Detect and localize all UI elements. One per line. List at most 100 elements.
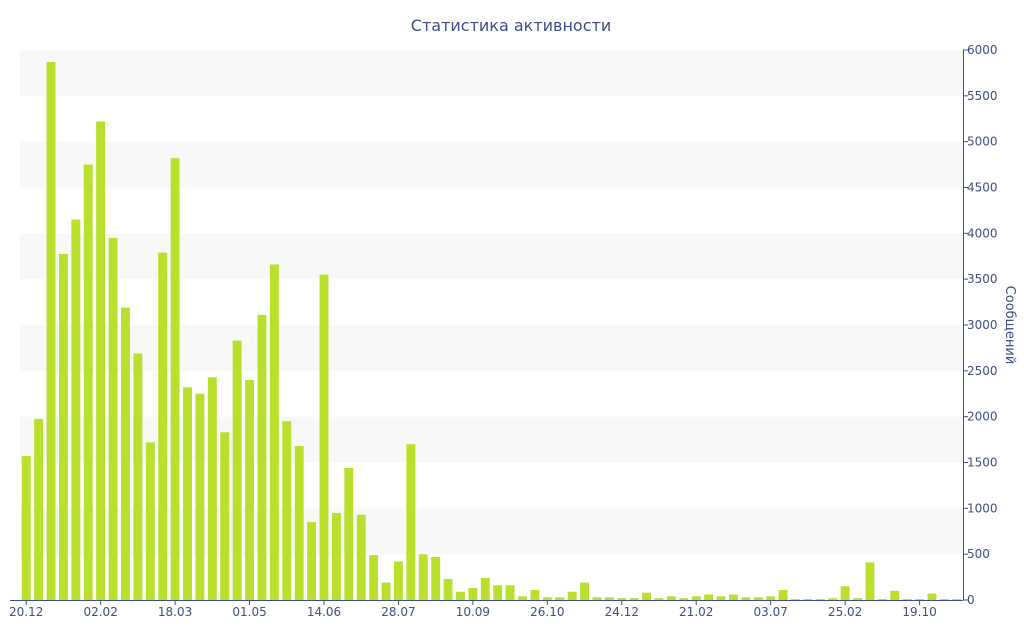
bar[interactable] xyxy=(245,380,255,600)
bar[interactable] xyxy=(158,252,168,600)
bar[interactable] xyxy=(803,599,813,600)
y-tick-label: 5500 xyxy=(967,89,998,103)
x-tick-label: 21.02 xyxy=(679,605,713,619)
bar[interactable] xyxy=(865,562,875,600)
bar[interactable] xyxy=(542,597,552,600)
bar[interactable] xyxy=(307,522,317,600)
y-tick-label: 4500 xyxy=(967,181,998,195)
bar[interactable] xyxy=(393,561,403,601)
x-tick-label: 28.07 xyxy=(381,605,415,619)
bars xyxy=(21,61,962,601)
grid-band xyxy=(20,95,963,142)
x-tick-label: 19.10 xyxy=(902,605,936,619)
bar[interactable] xyxy=(96,121,106,601)
bar[interactable] xyxy=(691,596,701,600)
x-tick-label: 24.12 xyxy=(605,605,639,619)
bar[interactable] xyxy=(815,599,825,600)
y-tick-label: 4000 xyxy=(967,226,998,240)
x-tick-label: 20.12 xyxy=(9,605,43,619)
bar[interactable] xyxy=(480,578,490,600)
bar[interactable] xyxy=(666,596,676,600)
bar[interactable] xyxy=(369,555,379,600)
bar[interactable] xyxy=(580,582,590,600)
bar[interactable] xyxy=(207,377,217,600)
bar[interactable] xyxy=(232,340,242,600)
bar[interactable] xyxy=(952,599,962,600)
bar[interactable] xyxy=(133,353,143,600)
bar[interactable] xyxy=(741,597,751,600)
bar[interactable] xyxy=(555,597,565,600)
bar[interactable] xyxy=(778,589,788,600)
x-tick-label: 26.10 xyxy=(530,605,564,619)
bar[interactable] xyxy=(195,393,205,600)
bar[interactable] xyxy=(431,556,441,600)
bar[interactable] xyxy=(728,594,738,601)
bar[interactable] xyxy=(418,554,428,600)
y-tick-label: 1500 xyxy=(967,456,998,470)
bar[interactable] xyxy=(319,274,329,600)
grid-band xyxy=(20,141,963,188)
x-tick-label: 25.02 xyxy=(828,605,862,619)
bar[interactable] xyxy=(468,588,478,600)
x-tick-label: 03.07 xyxy=(753,605,787,619)
x-tick-label: 14.06 xyxy=(307,605,341,619)
bar[interactable] xyxy=(443,578,453,600)
bar[interactable] xyxy=(654,598,664,600)
bar[interactable] xyxy=(344,468,354,600)
bar[interactable] xyxy=(21,456,31,600)
bar[interactable] xyxy=(170,158,180,601)
x-tick-label: 01.05 xyxy=(232,605,266,619)
bar[interactable] xyxy=(121,307,130,600)
bar[interactable] xyxy=(530,589,540,600)
bar[interactable] xyxy=(493,585,503,600)
bar[interactable] xyxy=(939,599,949,600)
grid-band xyxy=(20,50,963,96)
bar[interactable] xyxy=(766,596,776,600)
bar[interactable] xyxy=(331,512,341,600)
chart-title: Статистика активности xyxy=(411,16,611,35)
bar[interactable] xyxy=(406,444,416,600)
y-tick-label: 500 xyxy=(967,547,990,561)
bar[interactable] xyxy=(753,597,763,600)
bar[interactable] xyxy=(828,598,838,600)
bar[interactable] xyxy=(629,598,639,600)
y-tick-label: 6000 xyxy=(967,43,998,57)
bar[interactable] xyxy=(505,585,515,600)
bar[interactable] xyxy=(456,591,465,600)
bar[interactable] xyxy=(840,586,850,600)
bar[interactable] xyxy=(269,264,279,601)
bar[interactable] xyxy=(679,598,689,600)
bar[interactable] xyxy=(83,164,93,600)
x-axis: 20.12 02.02 18.03 01.05 14.06 28.07 10.09 26.10… xyxy=(9,600,963,619)
bar[interactable] xyxy=(220,432,230,600)
bar[interactable] xyxy=(791,599,800,600)
bar[interactable] xyxy=(617,598,627,600)
bar[interactable] xyxy=(108,237,118,601)
bar[interactable] xyxy=(902,599,912,600)
bar[interactable] xyxy=(294,446,304,600)
bar[interactable] xyxy=(46,61,56,601)
bar[interactable] xyxy=(915,599,925,600)
bar[interactable] xyxy=(518,596,527,600)
bar[interactable] xyxy=(381,582,391,600)
y-axis: 0 500 1000 1500 2000 2500 3000 3500 4000 4500 5000… xyxy=(963,43,998,607)
bar[interactable] xyxy=(282,421,292,600)
bar[interactable] xyxy=(58,253,68,600)
bar[interactable] xyxy=(567,591,577,600)
bar[interactable] xyxy=(71,219,81,600)
bar[interactable] xyxy=(604,597,614,600)
bar[interactable] xyxy=(592,597,602,600)
bar[interactable] xyxy=(853,598,862,600)
bar[interactable] xyxy=(890,590,900,600)
bar[interactable] xyxy=(642,592,652,600)
bar[interactable] xyxy=(145,442,155,600)
bar[interactable] xyxy=(927,593,937,600)
bar[interactable] xyxy=(34,418,44,600)
bar[interactable] xyxy=(257,314,267,600)
bar[interactable] xyxy=(877,599,887,600)
bar[interactable] xyxy=(183,387,192,600)
bar[interactable] xyxy=(716,596,726,600)
bar[interactable] xyxy=(356,514,366,600)
bar[interactable] xyxy=(704,594,714,601)
